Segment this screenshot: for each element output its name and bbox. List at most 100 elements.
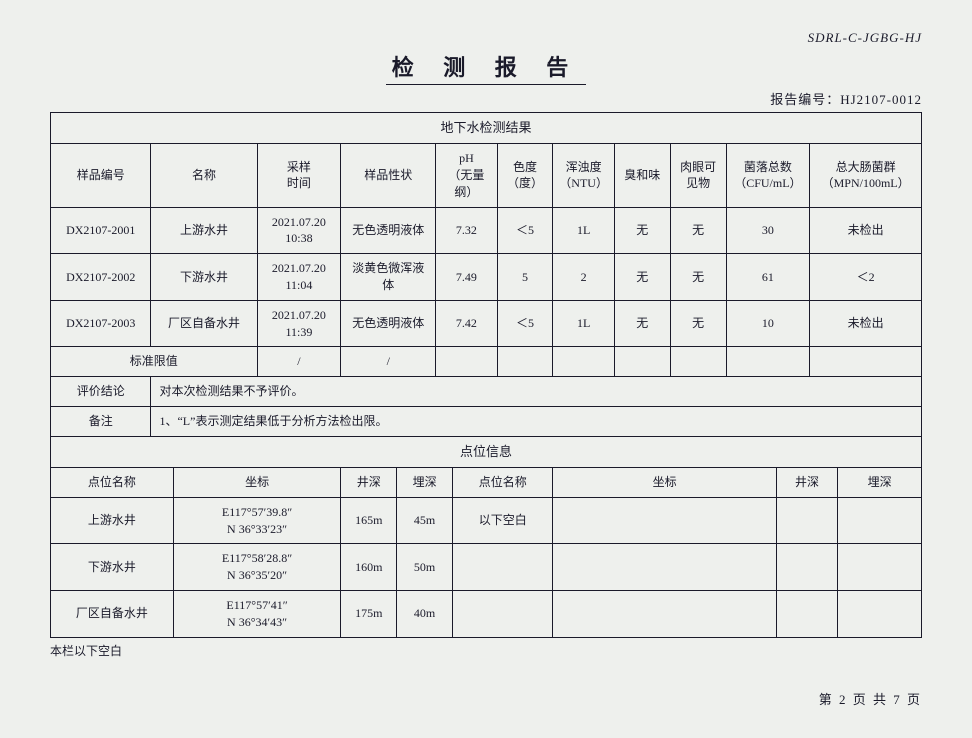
table1-caption: 地下水检测结果 — [51, 113, 922, 144]
report-no-label: 报告编号： — [770, 92, 840, 107]
table-cell: 上游水井 — [151, 207, 257, 254]
table-cell — [838, 590, 922, 637]
table-cell — [452, 544, 553, 591]
table1-header-cell: 菌落总数 （CFU/mL） — [726, 144, 810, 207]
table-row: 上游水井E117°57′39.8″ N 36°33′23″165m45m以下空白 — [51, 497, 922, 544]
table2-header-cell: 坐标 — [553, 467, 776, 497]
table1-header-cell: 肉眼可 见物 — [670, 144, 726, 207]
table-cell: 160m — [341, 544, 397, 591]
table1-header-cell: pH （无量 纲） — [436, 144, 497, 207]
table-cell: 无 — [614, 300, 670, 347]
table1-header-cell: 色度 （度） — [497, 144, 553, 207]
table1-header-cell: 样品编号 — [51, 144, 151, 207]
table-cell: 无 — [670, 207, 726, 254]
table-cell: 无 — [670, 254, 726, 301]
remark-label: 备注 — [51, 406, 151, 436]
table-cell: 无色透明液体 — [341, 300, 436, 347]
table2-header-cell: 点位名称 — [51, 467, 174, 497]
limit-cell — [436, 347, 497, 377]
table-cell: 1L — [553, 300, 614, 347]
foot-note: 本栏以下空白 — [50, 642, 922, 659]
table-cell: 61 — [726, 254, 810, 301]
limit-cell — [726, 347, 810, 377]
table-cell — [553, 544, 776, 591]
table-cell: 以下空白 — [452, 497, 553, 544]
limit-cell: / — [341, 347, 436, 377]
limit-cell: / — [257, 347, 341, 377]
table2-header-cell: 埋深 — [397, 467, 453, 497]
location-table: 点位名称坐标井深埋深点位名称坐标井深埋深 上游水井E117°57′39.8″ N… — [50, 467, 922, 638]
table-cell: 淡黄色微浑液 体 — [341, 254, 436, 301]
table-cell: 无色透明液体 — [341, 207, 436, 254]
limit-cell — [497, 347, 553, 377]
table-cell — [776, 590, 837, 637]
table-cell — [776, 544, 837, 591]
table-cell — [452, 590, 553, 637]
table-cell: 175m — [341, 590, 397, 637]
table-cell: ＜5 — [497, 300, 553, 347]
table-cell: 下游水井 — [51, 544, 174, 591]
table-cell: 无 — [614, 254, 670, 301]
table1-header-cell: 样品性状 — [341, 144, 436, 207]
table-cell: E117°58′28.8″ N 36°35′20″ — [173, 544, 341, 591]
table-cell: 2 — [553, 254, 614, 301]
table-cell — [776, 497, 837, 544]
table-cell: 厂区自备水井 — [151, 300, 257, 347]
table-cell: 50m — [397, 544, 453, 591]
table2-header-cell: 井深 — [341, 467, 397, 497]
table-cell: 1L — [553, 207, 614, 254]
table-cell: E117°57′39.8″ N 36°33′23″ — [173, 497, 341, 544]
doc-code: SDRL-C-JGBG-HJ — [50, 30, 922, 46]
table1-header-cell: 名称 — [151, 144, 257, 207]
limit-label: 标准限值 — [51, 347, 258, 377]
table-cell: 5 — [497, 254, 553, 301]
table-cell: 30 — [726, 207, 810, 254]
table-row: DX2107-2001上游水井2021.07.20 10:38无色透明液体7.3… — [51, 207, 922, 254]
table2-header-cell: 井深 — [776, 467, 837, 497]
table-row: DX2107-2002下游水井2021.07.20 11:04淡黄色微浑液 体7… — [51, 254, 922, 301]
table-cell: 未检出 — [810, 207, 922, 254]
table-cell: DX2107-2002 — [51, 254, 151, 301]
table-cell: ＜2 — [810, 254, 922, 301]
table-cell: 7.42 — [436, 300, 497, 347]
table-cell: DX2107-2001 — [51, 207, 151, 254]
limit-cell — [670, 347, 726, 377]
table-cell: 7.49 — [436, 254, 497, 301]
table1-header-cell: 采样 时间 — [257, 144, 341, 207]
table-cell: 未检出 — [810, 300, 922, 347]
table-cell: 7.32 — [436, 207, 497, 254]
remark-text: 1、“L”表示测定结果低于分析方法检出限。 — [151, 406, 922, 436]
table-cell: 下游水井 — [151, 254, 257, 301]
table-cell: 无 — [670, 300, 726, 347]
table-cell: 上游水井 — [51, 497, 174, 544]
title-underline — [386, 84, 586, 85]
report-no: 报告编号：HJ2107-0012 — [50, 89, 922, 108]
table2-caption: 点位信息 — [51, 436, 922, 467]
table-cell: 2021.07.20 11:04 — [257, 254, 341, 301]
table-cell: 10 — [726, 300, 810, 347]
table-row: 厂区自备水井E117°57′41″ N 36°34′43″175m40m — [51, 590, 922, 637]
table1-header-cell: 浑浊度 （NTU） — [553, 144, 614, 207]
table-cell: 40m — [397, 590, 453, 637]
table-cell — [838, 497, 922, 544]
eval-text: 对本次检测结果不予评价。 — [151, 377, 922, 407]
table-cell — [553, 590, 776, 637]
page-number: 第 2 页 共 7 页 — [50, 689, 922, 708]
limit-cell — [553, 347, 614, 377]
eval-label: 评价结论 — [51, 377, 151, 407]
table-cell: E117°57′41″ N 36°34′43″ — [173, 590, 341, 637]
table-row: DX2107-2003厂区自备水井2021.07.20 11:39无色透明液体7… — [51, 300, 922, 347]
table1-header-cell: 臭和味 — [614, 144, 670, 207]
limit-cell — [810, 347, 922, 377]
results-table: 地下水检测结果 样品编号名称采样 时间样品性状pH （无量 纲）色度 （度）浑浊… — [50, 112, 922, 468]
table-cell — [838, 544, 922, 591]
table-cell: 45m — [397, 497, 453, 544]
table-cell: 2021.07.20 10:38 — [257, 207, 341, 254]
table-row: 下游水井E117°58′28.8″ N 36°35′20″160m50m — [51, 544, 922, 591]
table-cell: ＜5 — [497, 207, 553, 254]
limit-cell — [614, 347, 670, 377]
table2-header-cell: 点位名称 — [452, 467, 553, 497]
table-cell: DX2107-2003 — [51, 300, 151, 347]
table-cell: 2021.07.20 11:39 — [257, 300, 341, 347]
table2-header-cell: 埋深 — [838, 467, 922, 497]
